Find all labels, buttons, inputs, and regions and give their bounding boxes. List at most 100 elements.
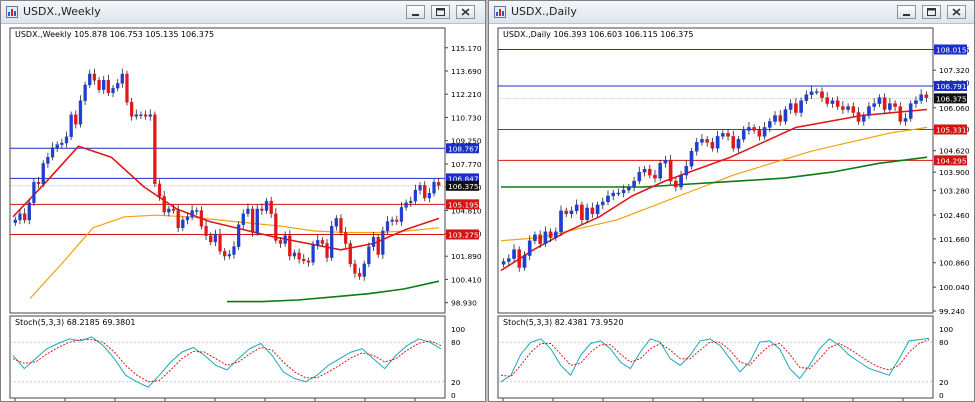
candle-body [794, 103, 798, 113]
weekly-window-title: USDX.,Weekly [23, 5, 101, 18]
candle-body [919, 94, 923, 101]
candle-body [55, 144, 59, 148]
candle-body [741, 130, 746, 140]
candle-body [882, 97, 887, 110]
minimize-button[interactable] [406, 5, 425, 19]
candle-body [700, 139, 704, 143]
candle-body [13, 219, 17, 223]
candle-body [679, 174, 683, 188]
candle-body [213, 233, 218, 243]
price-badge-label: 105.195 [448, 200, 479, 209]
candle-body [209, 235, 213, 243]
candle-body [632, 180, 636, 188]
candle-body [564, 210, 569, 215]
price-badge-label: 106.791 [936, 82, 967, 91]
candle-body [773, 115, 777, 122]
price-tick-label: 99.240 [939, 307, 965, 316]
price-badge [934, 80, 967, 91]
candle-body [404, 202, 408, 208]
candle-body [399, 207, 404, 222]
ma-orange-line [29, 214, 440, 299]
price-tick-label: 100.410 [451, 275, 482, 284]
chart-app-icon [494, 6, 506, 18]
weekly-price-panel [9, 27, 446, 314]
weekly-chart-window[interactable]: USDX.,Weekly 100 80 20 0 115.170 113.690 112.… [0, 0, 486, 402]
candle-body [809, 91, 814, 95]
candle-body [522, 255, 527, 268]
candle-body [41, 163, 45, 185]
candle-body [731, 136, 736, 149]
stoch-tick-label: 100 [939, 325, 953, 334]
close-icon [952, 8, 961, 16]
candle-body [674, 180, 678, 188]
close-button[interactable] [947, 5, 966, 19]
candle-body [78, 100, 83, 125]
candle-body [413, 189, 418, 202]
candle-body [362, 263, 366, 277]
price-badge [446, 199, 479, 210]
candle-body [143, 114, 148, 117]
candle-body [517, 249, 522, 268]
candle-body [653, 174, 657, 179]
candle-body [339, 218, 343, 233]
candle-body [814, 91, 819, 93]
candle-body [595, 204, 600, 215]
maximize-button[interactable] [431, 5, 450, 19]
price-badge [446, 173, 479, 184]
candle-body [120, 73, 124, 84]
candle-body [385, 221, 390, 232]
candle-body [88, 73, 92, 86]
ma-green-line [227, 280, 440, 303]
candle-body [297, 252, 301, 260]
candle-body [757, 130, 762, 137]
candle-body [64, 136, 69, 144]
price-tick-label: 100.040 [939, 283, 970, 292]
weekly-chart-canvas[interactable]: 100 80 20 0 115.170 113.690 112.210 110.730 109… [1, 23, 485, 401]
ma-red-line [500, 108, 928, 272]
minimize-button[interactable] [897, 5, 916, 19]
price-badge [446, 229, 479, 240]
candle-body [260, 208, 264, 211]
stoch-tick-label: 20 [451, 378, 461, 387]
maximize-button[interactable] [922, 5, 941, 19]
candle-body [501, 261, 506, 265]
candle-body [167, 208, 171, 213]
candle-body [721, 133, 725, 137]
candle-body [255, 208, 259, 233]
price-tick-label: 106.060 [939, 104, 970, 113]
ma-green-line [501, 156, 928, 188]
close-button[interactable] [456, 5, 475, 19]
minimize-icon [903, 14, 910, 16]
price-badge [446, 180, 479, 191]
candle-body [367, 246, 371, 265]
candle-body [893, 103, 897, 107]
weekly-titlebar[interactable]: USDX.,Weekly [1, 1, 485, 24]
price-badge-label: 106.847 [448, 174, 479, 183]
candle-body [371, 237, 376, 247]
candle-body [116, 83, 120, 89]
candle-body [92, 73, 97, 81]
candle-body [274, 213, 278, 241]
candle-body [841, 106, 845, 110]
candle-body [423, 185, 427, 199]
daily-titlebar[interactable]: USDX.,Daily [489, 1, 974, 24]
stoch-tick-label: 80 [939, 338, 949, 347]
candle-body [306, 260, 311, 263]
candle-body [647, 168, 652, 176]
candle-body [788, 103, 793, 110]
candle-body [223, 251, 227, 257]
candle-body [553, 231, 558, 238]
candle-body [250, 208, 255, 233]
candle-body [914, 100, 918, 104]
ma-red-line [12, 145, 440, 251]
candle-body [18, 213, 22, 221]
candle-body [804, 94, 809, 101]
candle-body [111, 87, 115, 94]
candle-body [580, 204, 584, 221]
price-tick-label: 101.660 [939, 235, 970, 244]
candle-body [684, 165, 689, 176]
price-badge [934, 124, 967, 135]
candle-body [390, 219, 394, 222]
